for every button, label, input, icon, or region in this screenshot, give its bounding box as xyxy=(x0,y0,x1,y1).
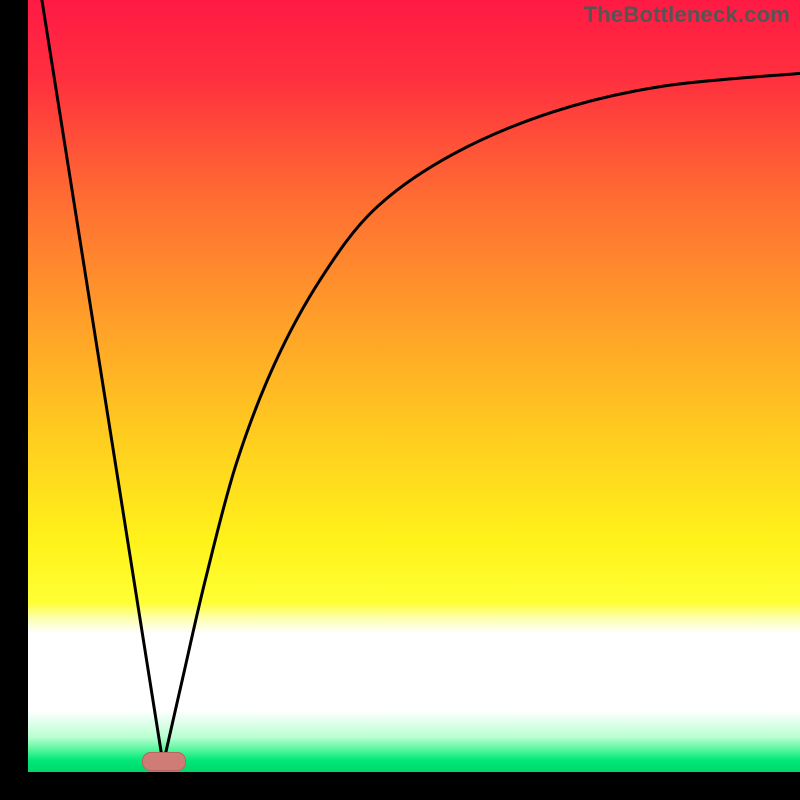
chart-container: TheBottleneck.com xyxy=(0,0,800,800)
watermark-text: TheBottleneck.com xyxy=(584,2,790,28)
curve-path xyxy=(42,0,800,764)
plot-area xyxy=(28,0,800,772)
bottleneck-curve xyxy=(28,0,800,772)
optimal-point-marker xyxy=(142,752,186,771)
